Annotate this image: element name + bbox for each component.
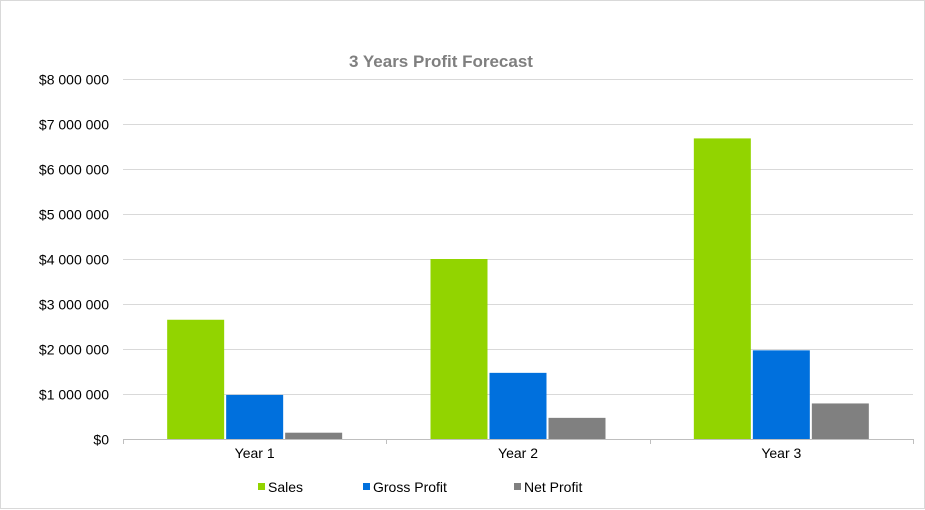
gridlines [123, 79, 914, 444]
y-tick-label: $0 [93, 432, 109, 448]
bar-sales-year-1 [167, 319, 225, 439]
bars [167, 138, 869, 439]
y-tick-label: $2 000 000 [39, 342, 109, 358]
legend-marker-net-profit [514, 483, 521, 490]
x-axis-tick-labels: Year 1 Year 2 Year 3 [235, 445, 802, 461]
bar-gross-profit-year-1 [226, 394, 284, 439]
legend-label-net-profit: Net Profit [524, 479, 582, 495]
y-tick-label: $1 000 000 [39, 387, 109, 403]
legend-label-gross-profit: Gross Profit [373, 479, 447, 495]
y-axis-tick-labels: $0 $1 000 000 $2 000 000 $3 000 000 $4 000 0… [39, 72, 109, 448]
legend-label-sales: Sales [268, 479, 303, 495]
bar-gross-profit-year-2 [489, 372, 547, 439]
x-tick-label: Year 1 [235, 445, 275, 461]
y-tick-label: $6 000 000 [39, 162, 109, 178]
legend: Sales Gross Profit Net Profit [258, 479, 582, 495]
chart-title: 3 Years Profit Forecast [349, 52, 533, 71]
y-tick-label: $8 000 000 [39, 72, 109, 88]
legend-marker-sales [258, 483, 265, 490]
bar-net-profit-year-1 [285, 432, 343, 439]
x-tick-label: Year 3 [761, 445, 801, 461]
bar-net-profit-year-3 [811, 403, 869, 439]
y-tick-label: $7 000 000 [39, 117, 109, 133]
bar-sales-year-2 [430, 259, 488, 439]
bar-net-profit-year-2 [548, 417, 606, 439]
y-tick-label: $5 000 000 [39, 207, 109, 223]
x-tick-label: Year 2 [498, 445, 538, 461]
legend-marker-gross-profit [363, 483, 370, 490]
y-tick-label: $3 000 000 [39, 297, 109, 313]
bar-sales-year-3 [693, 138, 751, 439]
bar-gross-profit-year-3 [752, 350, 810, 439]
y-tick-label: $4 000 000 [39, 252, 109, 268]
